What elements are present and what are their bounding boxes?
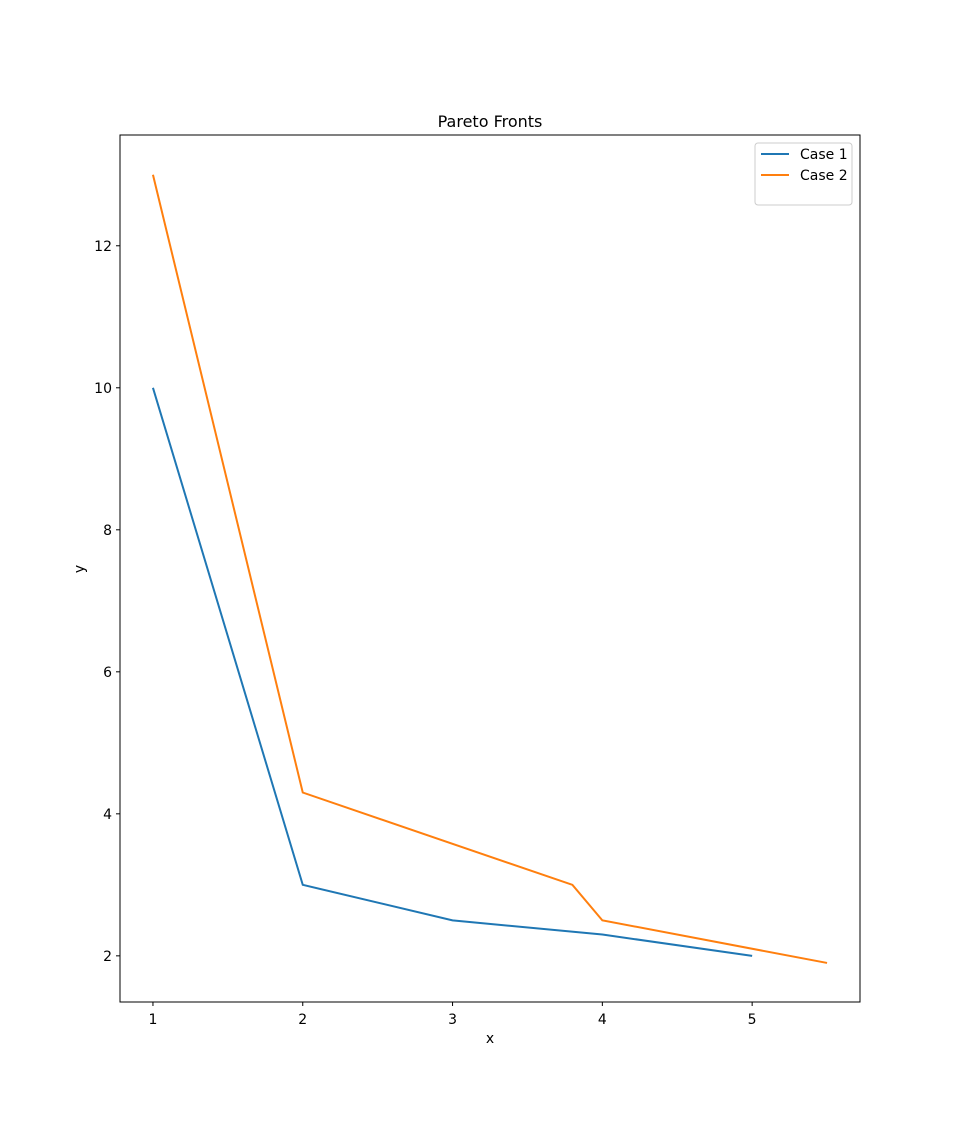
series-line — [151, 387, 753, 957]
series-line — [151, 174, 828, 964]
x-tick-label: 2 — [298, 1012, 307, 1028]
y-tick-label: 12 — [94, 239, 112, 255]
chart-title: Pareto Fronts — [438, 112, 543, 131]
x-axis-label: x — [486, 1031, 494, 1047]
y-tick-label: 8 — [103, 523, 112, 539]
x-tick-label: 4 — [598, 1012, 607, 1028]
y-tick-label: 10 — [94, 381, 112, 397]
x-tick-label: 3 — [448, 1012, 457, 1028]
legend-label: Case 1 — [800, 147, 848, 163]
y-tick-label: 2 — [103, 949, 112, 965]
y-axis-label: y — [72, 565, 88, 573]
plot-frame — [119, 134, 861, 1003]
legend-label: Case 2 — [800, 168, 848, 184]
x-tick-label: 1 — [148, 1012, 157, 1028]
y-tick-label: 4 — [103, 807, 112, 823]
legend-box — [754, 142, 853, 206]
x-tick-label: 5 — [748, 1012, 757, 1028]
y-tick-label: 6 — [103, 665, 112, 681]
